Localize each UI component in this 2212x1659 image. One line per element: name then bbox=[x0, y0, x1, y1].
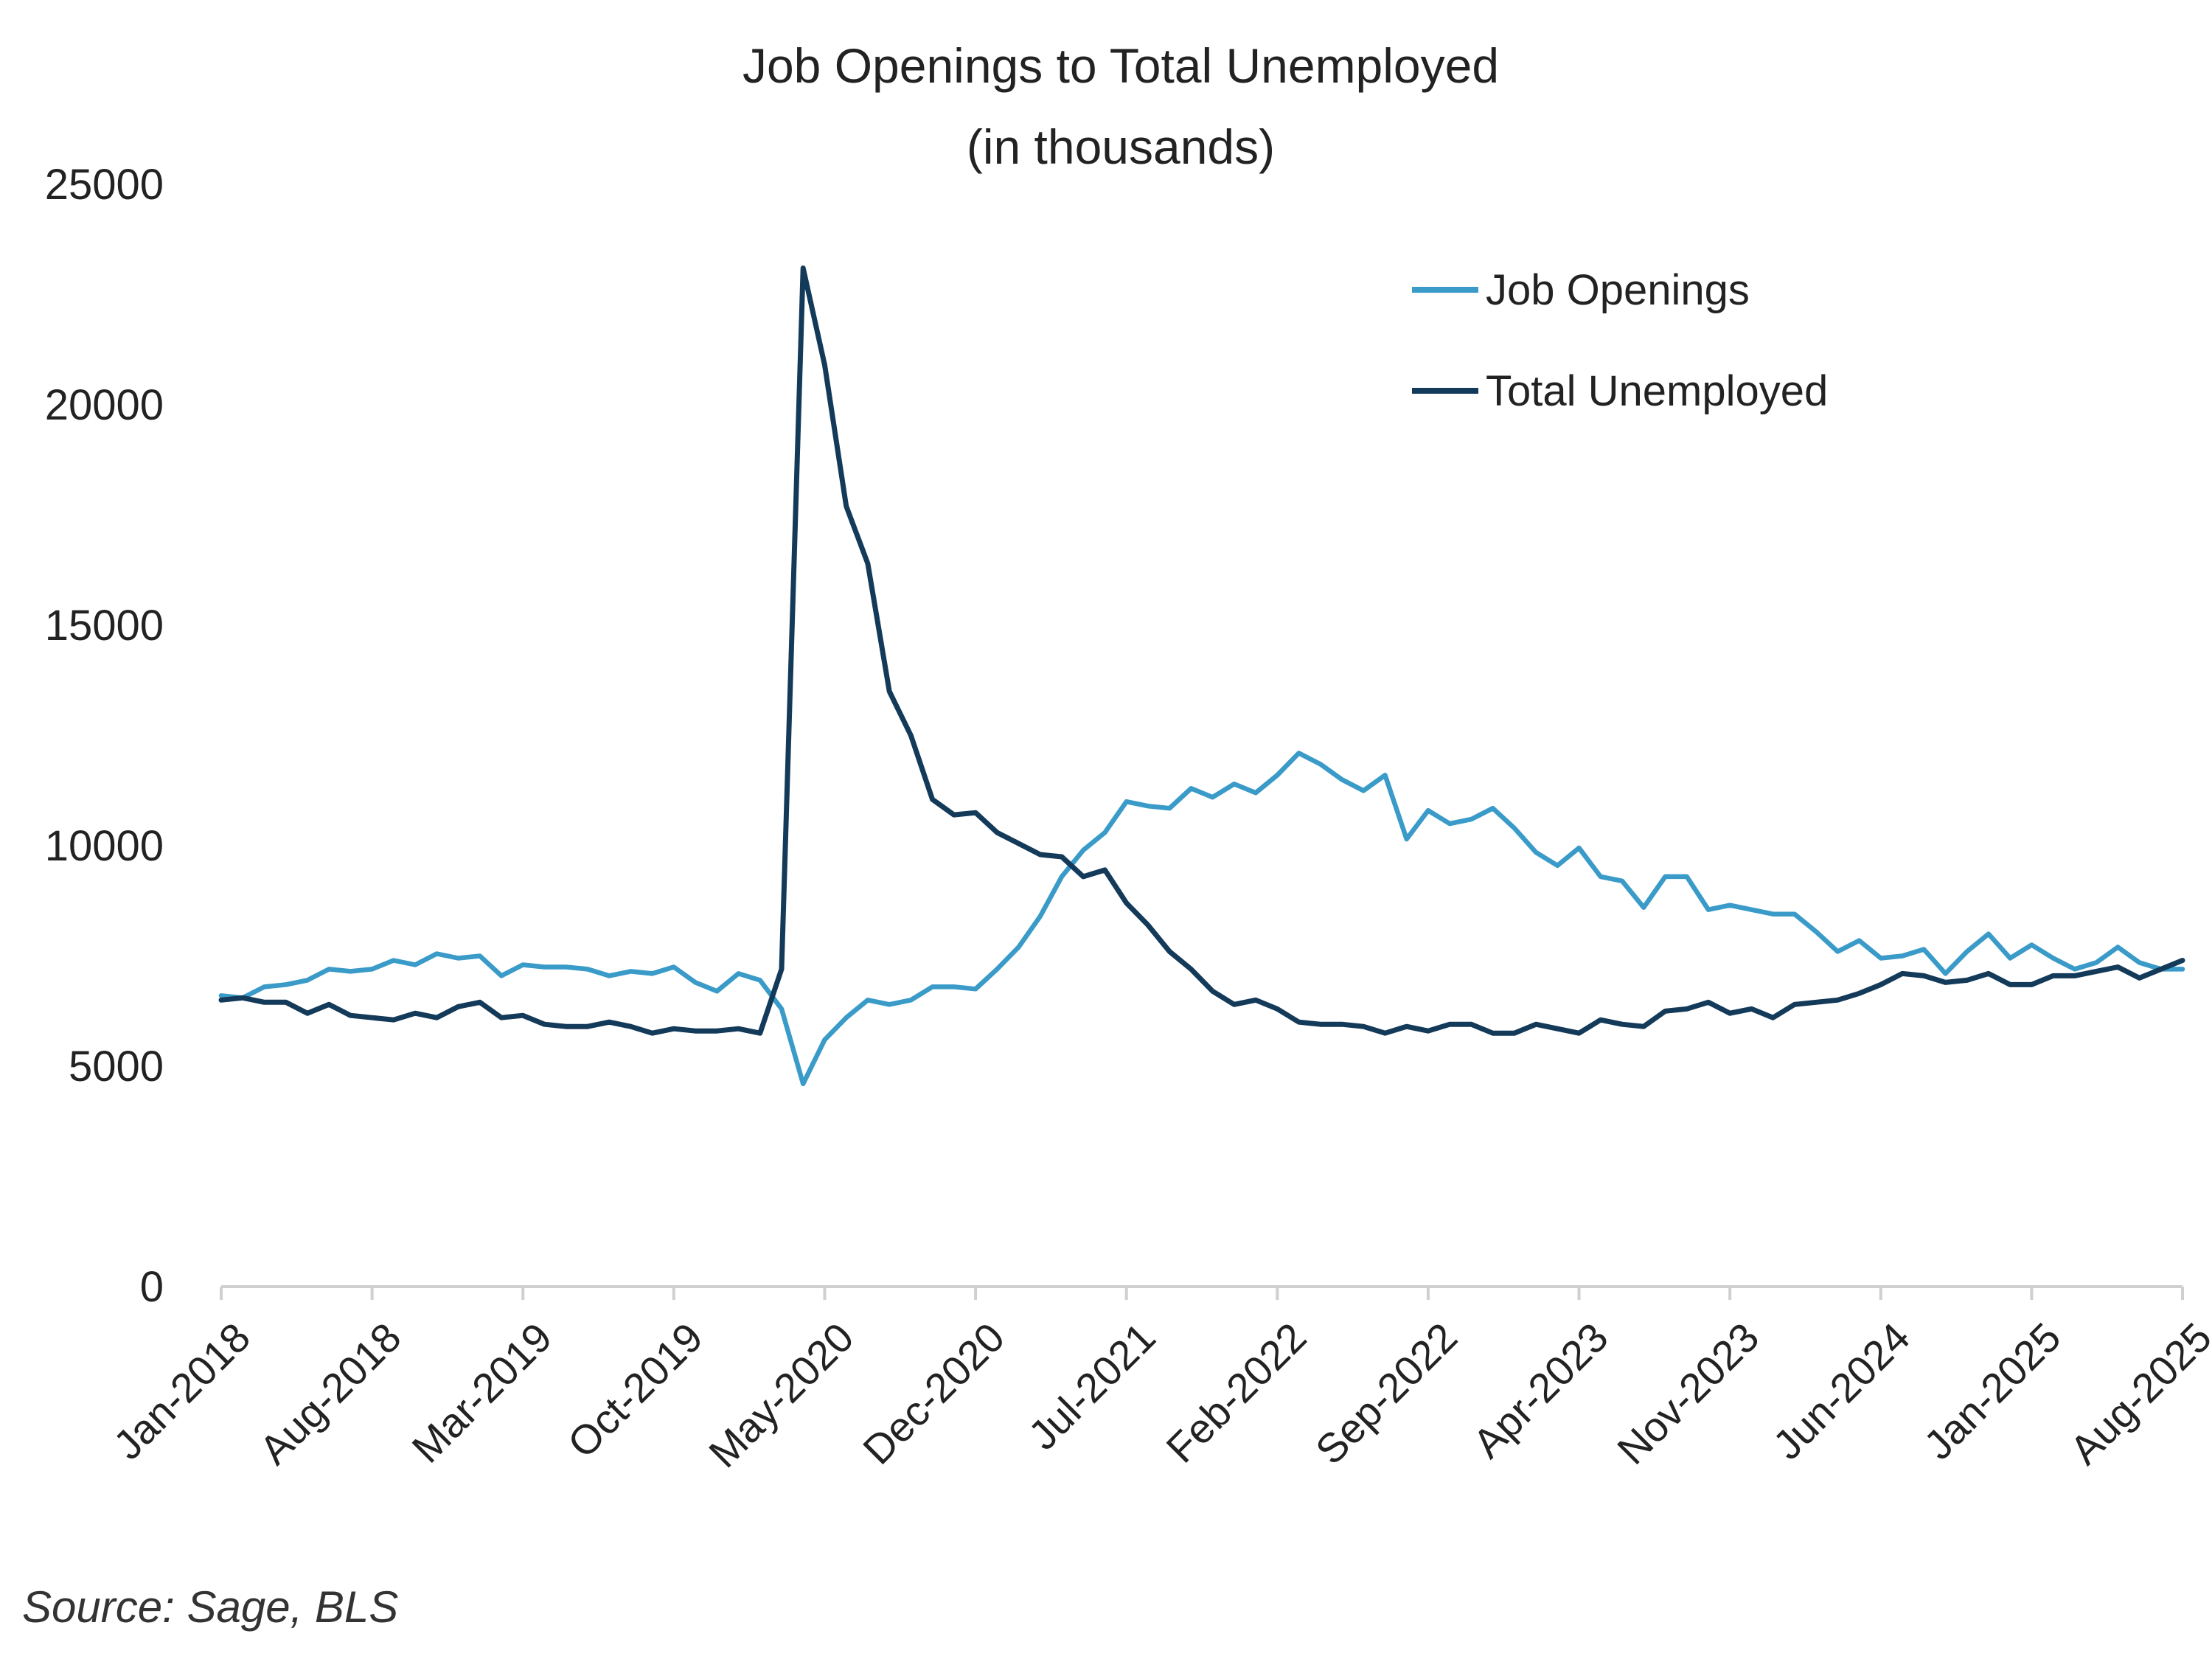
y-tick-label: 20000 bbox=[45, 381, 164, 429]
chart-title: Job Openings to Total Unemployed bbox=[742, 38, 1499, 93]
x-tick-label: Oct-2019 bbox=[559, 1314, 712, 1467]
chart-subtitle: (in thousands) bbox=[967, 119, 1275, 174]
x-tick-label: Feb-2022 bbox=[1157, 1314, 1315, 1472]
y-tick-label: 15000 bbox=[45, 602, 164, 650]
x-tick-label: Dec-2020 bbox=[854, 1314, 1013, 1473]
y-tick-label: 0 bbox=[140, 1263, 164, 1311]
x-tick-label: Jul-2021 bbox=[1019, 1314, 1164, 1458]
x-tick-label: Jan-2025 bbox=[1915, 1314, 2070, 1469]
x-tick-label: Apr-2023 bbox=[1464, 1314, 1616, 1467]
source-note: Source: Sage, BLS bbox=[22, 1582, 399, 1632]
legend-label: Job Openings bbox=[1486, 266, 1750, 314]
x-tick-label: Aug-2025 bbox=[2061, 1314, 2212, 1473]
legend: Job Openings Total Unemployed bbox=[1412, 266, 1828, 415]
y-tick-label: 10000 bbox=[45, 822, 164, 870]
legend-label: Total Unemployed bbox=[1486, 367, 1828, 415]
x-axis: Jan-2018Aug-2018Mar-2019Oct-2019May-2020… bbox=[105, 1285, 2212, 1477]
x-tick-label: Aug-2018 bbox=[251, 1314, 410, 1473]
x-tick-label: Nov-2023 bbox=[1608, 1314, 1767, 1473]
series-line-job-openings bbox=[218, 751, 2185, 1087]
x-tick-label: Mar-2019 bbox=[403, 1314, 560, 1472]
x-tick-label: Jun-2024 bbox=[1764, 1314, 1919, 1469]
x-tick-label: May-2020 bbox=[700, 1314, 863, 1477]
series-layer bbox=[218, 265, 2185, 1087]
y-tick-label: 5000 bbox=[69, 1043, 164, 1091]
x-tick-label: Sep-2022 bbox=[1307, 1314, 1466, 1473]
y-tick-label: 25000 bbox=[45, 161, 164, 209]
y-axis: 0 5000 10000 15000 20000 25000 bbox=[45, 161, 164, 1311]
x-tick-label: Jan-2018 bbox=[105, 1314, 260, 1469]
series-line-total-unemployed bbox=[218, 265, 2185, 1036]
